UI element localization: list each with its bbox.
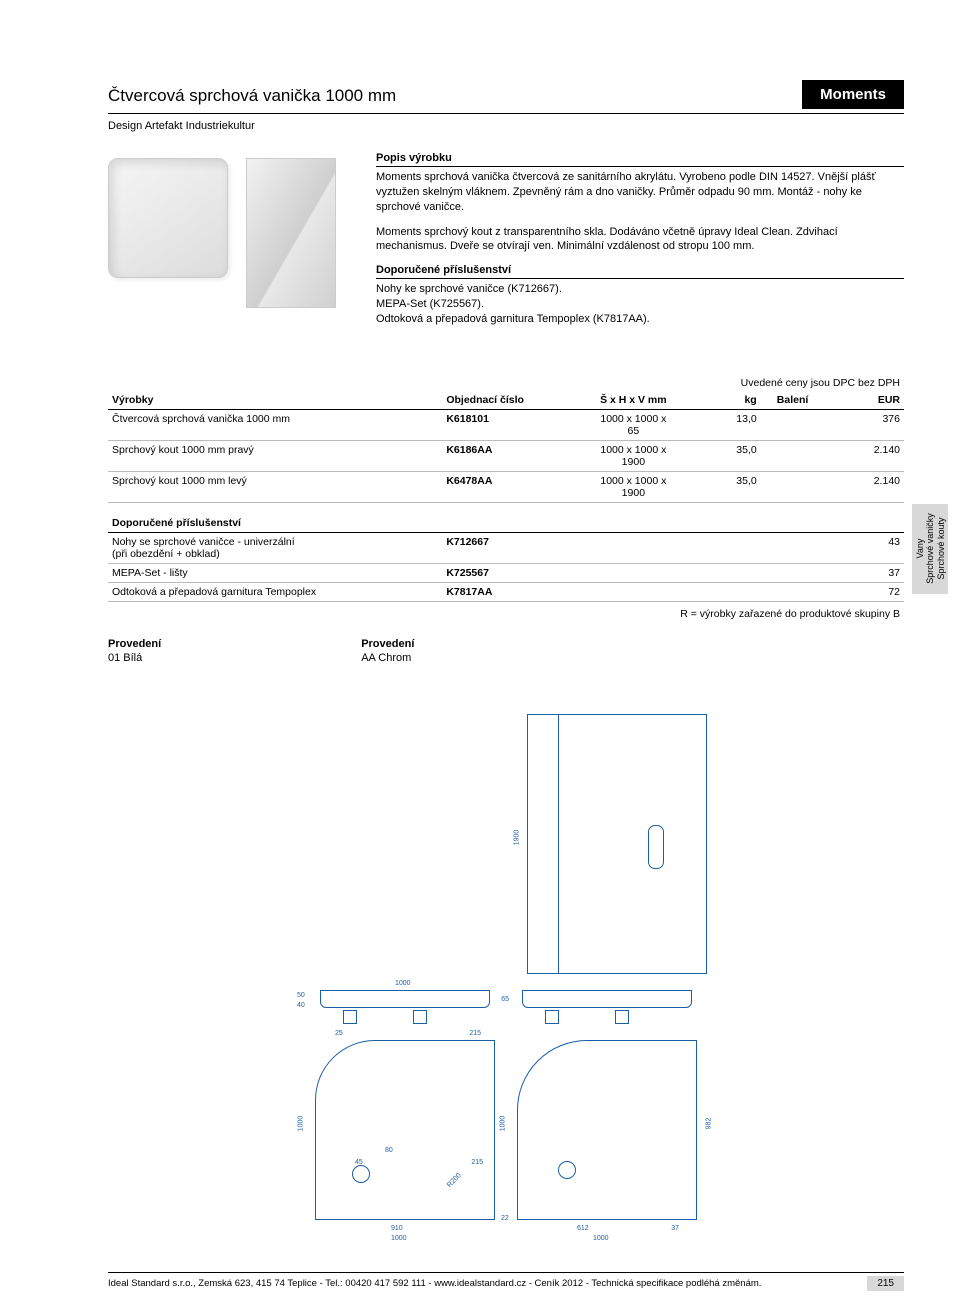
dim-1000-h2: 1000	[499, 1115, 506, 1131]
section-tab: Vany Sprchové vaničky Sprchové kouty	[912, 504, 948, 594]
cell-pack	[761, 440, 825, 471]
finish-heading-2: Provedení	[361, 638, 414, 650]
cell-pack	[761, 471, 825, 502]
section-tab-label: Vany Sprchové vaničky Sprchové kouty	[914, 514, 945, 585]
cell-kg	[705, 582, 761, 601]
cell-dims	[562, 532, 705, 563]
dim-65: 65	[501, 996, 509, 1003]
drain-icon	[352, 1165, 370, 1183]
dim-910: 910	[391, 1225, 403, 1232]
products-table: Výrobky Objednací číslo Š x H x V mm kg …	[108, 391, 904, 602]
dim-80: 80	[385, 1147, 393, 1154]
dim-1000-a: 1000	[395, 980, 411, 987]
finish-value-1: 01 Bílá	[108, 652, 161, 664]
cell-kg: 35,0	[705, 471, 761, 502]
dim-982: 982	[706, 1117, 713, 1129]
enclosure-image	[246, 158, 336, 308]
cell-order: K725567	[442, 563, 561, 582]
group-note: R = výrobky zařazené do produktové skupi…	[108, 608, 904, 620]
cell-kg: 35,0	[705, 440, 761, 471]
cell-dims	[562, 582, 705, 601]
col-eur: EUR	[824, 391, 904, 410]
description-heading: Popis výrobku	[376, 152, 904, 167]
cell-eur: 72	[824, 582, 904, 601]
finish-value-2: AA Chrom	[361, 652, 414, 664]
product-images	[108, 152, 336, 337]
cell-name: Nohy se sprchové vaničce - univerzální (…	[108, 532, 442, 563]
dim-215b: 215	[471, 1159, 483, 1166]
design-subtitle: Design Artefakt Industriekultur	[108, 120, 904, 132]
cell-order: K7817AA	[442, 582, 561, 601]
cell-pack	[761, 582, 825, 601]
cell-kg	[705, 563, 761, 582]
col-product: Výrobky	[108, 391, 442, 410]
description-para-2: Moments sprchový kout z transparentního …	[376, 225, 904, 255]
cell-name: MEPA-Set - lišty	[108, 563, 442, 582]
finish-heading-1: Provedení	[108, 638, 161, 650]
dim-22: 22	[501, 1215, 509, 1222]
description-para-1: Moments sprchová vanička čtvercová ze sa…	[376, 170, 904, 215]
table-row: Odtoková a přepadová garnitura Tempoplex…	[108, 582, 904, 601]
brand-badge: Moments	[802, 80, 904, 109]
drawing-plan-enclosure	[517, 1040, 697, 1220]
page-number: 215	[867, 1276, 904, 1291]
col-kg: kg	[705, 391, 761, 410]
cell-name: Odtoková a přepadová garnitura Tempoplex	[108, 582, 442, 601]
drawing-side-enclosure-base	[517, 990, 697, 1024]
cell-eur: 2.140	[824, 440, 904, 471]
dim-1000-h: 1000	[297, 1115, 304, 1131]
dim-612: 612	[577, 1225, 589, 1232]
cell-name: Sprchový kout 1000 mm pravý	[108, 440, 442, 471]
col-dims: Š x H x V mm	[562, 391, 705, 410]
dim-37: 37	[671, 1225, 679, 1232]
footer-text: Ideal Standard s.r.o., Zemská 623, 415 7…	[108, 1278, 761, 1289]
col-order: Objednací číslo	[442, 391, 561, 410]
cell-eur: 37	[824, 563, 904, 582]
dim-1900: 1900	[513, 829, 520, 845]
cell-eur: 2.140	[824, 471, 904, 502]
cell-kg	[705, 532, 761, 563]
accessories-para: Nohy ke sprchové vaničce (K712667). MEPA…	[376, 282, 904, 327]
table-row: Sprchový kout 1000 mm pravýK6186AA1000 x…	[108, 440, 904, 471]
dim-25: 25	[335, 1030, 343, 1037]
cell-pack	[761, 532, 825, 563]
dim-215a: 215	[469, 1030, 481, 1037]
accessories-heading: Doporučené příslušenství	[376, 264, 904, 279]
drawing-front-enclosure	[527, 714, 707, 974]
col-pack: Balení	[761, 391, 825, 410]
cell-eur: 376	[824, 409, 904, 440]
dim-45: 45	[355, 1159, 363, 1166]
table-row: Sprchový kout 1000 mm levýK6478AA1000 x …	[108, 471, 904, 502]
cell-kg: 13,0	[705, 409, 761, 440]
cell-pack	[761, 563, 825, 582]
cell-dims	[562, 563, 705, 582]
drain-icon-2	[558, 1161, 576, 1179]
drawing-side-tray	[315, 990, 495, 1024]
cell-dims: 1000 x 1000 x 65	[562, 409, 705, 440]
drawing-plan-tray	[315, 1040, 495, 1220]
table-row: Čtvercová sprchová vanička 1000 mmK61810…	[108, 409, 904, 440]
dim-1000-c: 1000	[593, 1235, 609, 1242]
technical-drawings: 1900 1000 50 40 65	[108, 714, 904, 1220]
dim-1000-b: 1000	[391, 1235, 407, 1242]
cell-pack	[761, 409, 825, 440]
dim-40: 40	[297, 1002, 305, 1009]
cell-dims: 1000 x 1000 x 1900	[562, 471, 705, 502]
cell-eur: 43	[824, 532, 904, 563]
cell-dims: 1000 x 1000 x 1900	[562, 440, 705, 471]
cell-order: K6478AA	[442, 471, 561, 502]
cell-order: K6186AA	[442, 440, 561, 471]
table-row: MEPA-Set - lištyK725567 37	[108, 563, 904, 582]
dim-50: 50	[297, 992, 305, 999]
table-row: Nohy se sprchové vaničce - univerzální (…	[108, 532, 904, 563]
tray-image	[108, 158, 228, 278]
cell-order: K618101	[442, 409, 561, 440]
price-note: Uvedené ceny jsou DPC bez DPH	[108, 377, 904, 389]
page-title: Čtvercová sprchová vanička 1000 mm	[108, 86, 396, 106]
cell-order: K712667	[442, 532, 561, 563]
accessories-subheading: Doporučené příslušenství	[108, 502, 904, 532]
cell-name: Čtvercová sprchová vanička 1000 mm	[108, 409, 442, 440]
cell-name: Sprchový kout 1000 mm levý	[108, 471, 442, 502]
